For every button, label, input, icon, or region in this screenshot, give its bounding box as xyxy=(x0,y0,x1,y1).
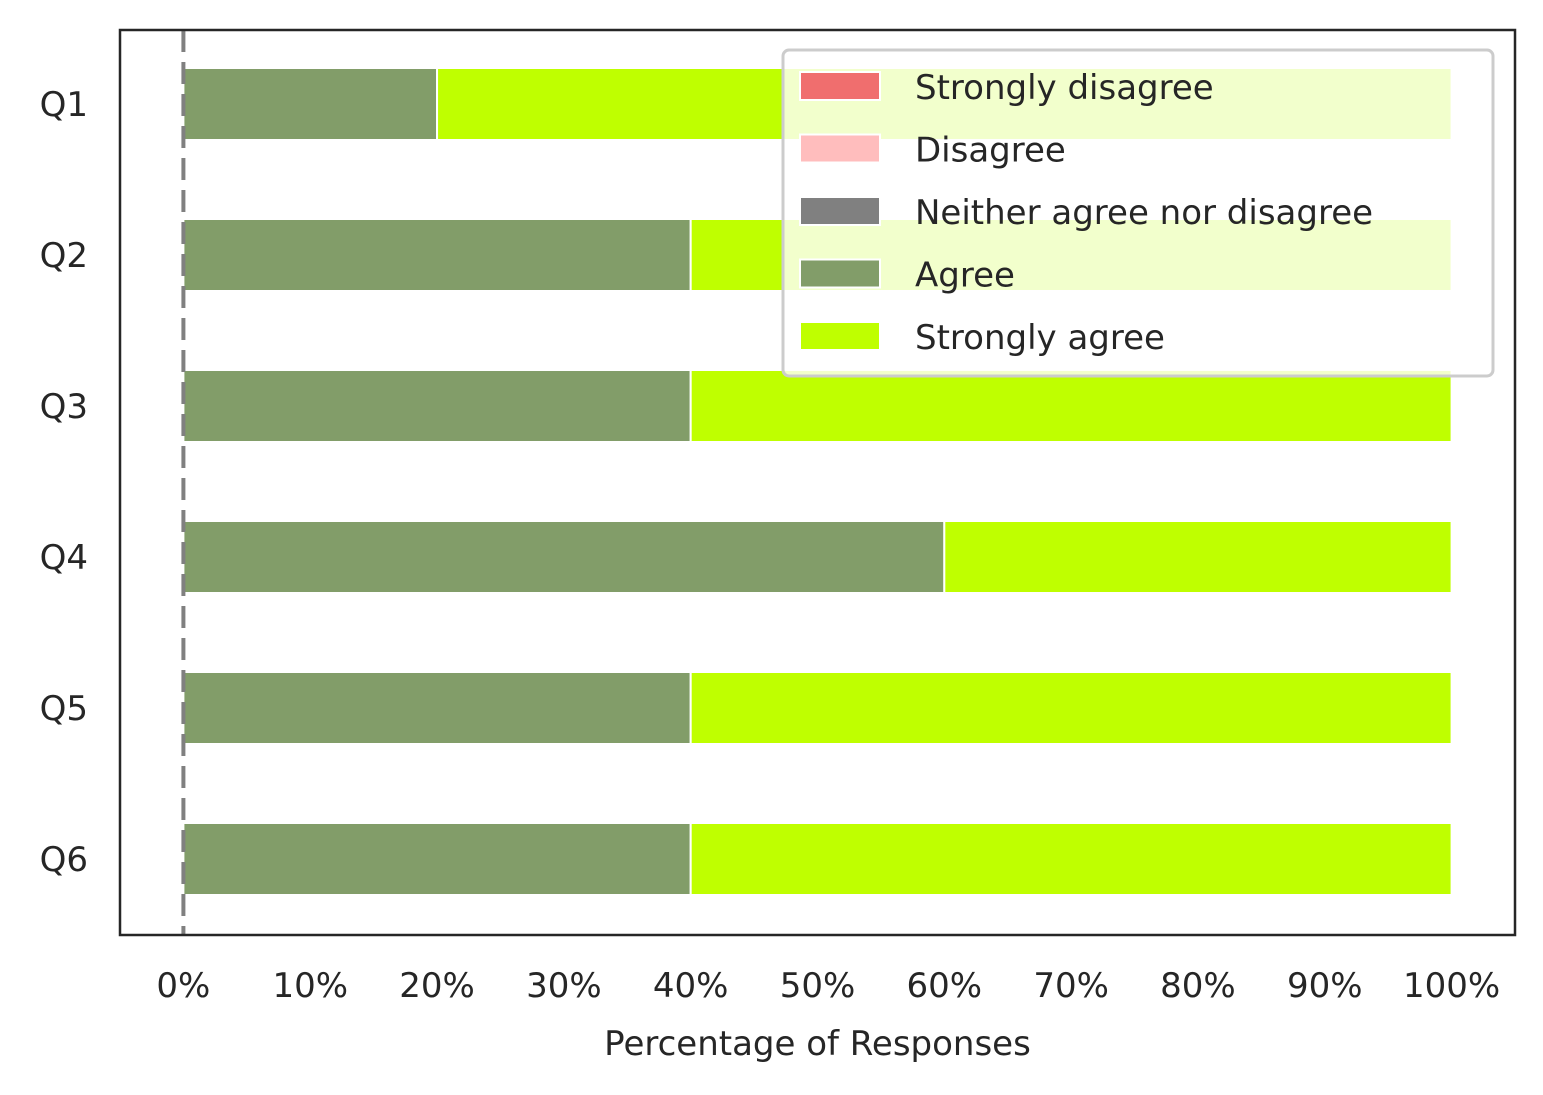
x-tick-label-30: 30% xyxy=(526,966,602,1006)
y-tick-label-q3: Q3 xyxy=(40,387,88,427)
x-tick-label-50: 50% xyxy=(780,966,856,1006)
legend-swatch-1 xyxy=(799,133,881,164)
bar-q6-series-4 xyxy=(689,822,1453,896)
y-tick-label-q5: Q5 xyxy=(40,689,88,729)
bar-q1-series-3 xyxy=(182,67,439,141)
legend-label-4: Strongly agree xyxy=(915,318,1165,358)
bar-q3-series-4 xyxy=(689,369,1453,443)
x-tick-label-60: 60% xyxy=(907,966,983,1006)
x-axis: 0% 10% 20% 30% 40% 50% 60% 70% 80% 90% 100% xyxy=(156,966,1500,1006)
legend-box xyxy=(781,48,1495,378)
y-axis: Q1 Q2 Q3 Q4 Q5 Q6 xyxy=(40,85,88,880)
x-tick-label-70: 70% xyxy=(1033,966,1109,1006)
legend-label-3: Agree xyxy=(915,256,1015,296)
x-tick-label-20: 20% xyxy=(399,966,475,1006)
x-tick-label-40: 40% xyxy=(653,966,729,1006)
x-tick-label-100: 100% xyxy=(1403,966,1500,1006)
y-tick-label-q2: Q2 xyxy=(40,236,88,276)
x-axis-label: Percentage of Responses xyxy=(604,1024,1031,1064)
y-tick-label-q4: Q4 xyxy=(40,538,88,578)
x-tick-label-80: 80% xyxy=(1160,966,1236,1006)
x-tick-label-0: 0% xyxy=(156,966,210,1006)
y-tick-label-q6: Q6 xyxy=(40,840,88,880)
x-tick-label-10: 10% xyxy=(272,966,348,1006)
bar-q4-series-4 xyxy=(943,520,1453,594)
legend-swatch-4 xyxy=(799,321,881,351)
bar-q3-series-3 xyxy=(182,369,692,443)
legend-label-0: Strongly disagree xyxy=(915,68,1214,108)
legend-label-2: Neither agree nor disagree xyxy=(915,193,1373,233)
legend-swatch-3 xyxy=(799,258,881,289)
legend-swatch-2 xyxy=(799,196,881,226)
y-tick-label-q1: Q1 xyxy=(40,85,88,125)
bar-q2-series-3 xyxy=(182,218,692,292)
x-tick-label-90: 90% xyxy=(1287,966,1363,1006)
legend-label-1: Disagree xyxy=(915,131,1066,171)
plot-frame xyxy=(118,28,1517,937)
bar-q6-series-3 xyxy=(182,822,692,896)
legend: Strongly disagree Disagree Neither agree n… xyxy=(781,48,1495,378)
bar-q5-series-3 xyxy=(182,671,692,745)
bar-q5-series-4 xyxy=(689,671,1453,745)
bar-q4-series-3 xyxy=(182,520,946,594)
legend-swatch-0 xyxy=(799,71,881,101)
